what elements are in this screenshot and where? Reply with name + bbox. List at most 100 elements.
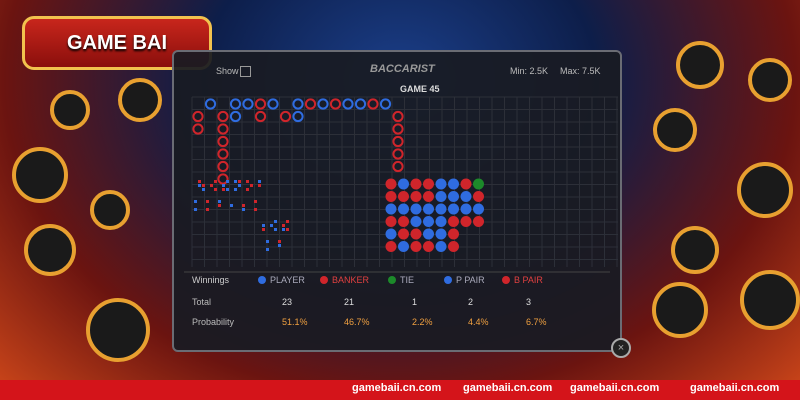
small-road-mark xyxy=(198,184,201,187)
footer-link[interactable]: gamebaii.cn.com xyxy=(690,382,780,394)
bead xyxy=(398,191,409,202)
bead xyxy=(398,178,409,190)
legend-dot xyxy=(444,276,452,284)
legend-dot xyxy=(258,276,266,284)
table-header: B PAIR xyxy=(514,275,543,285)
table-cell: 1 xyxy=(412,297,418,307)
road-mark xyxy=(217,148,229,160)
small-road-mark xyxy=(274,228,277,231)
bead xyxy=(473,203,484,215)
bead xyxy=(410,241,422,252)
table-header: Winnings xyxy=(192,275,230,285)
small-road-mark xyxy=(222,188,225,191)
small-road-mark xyxy=(198,180,201,183)
logo-title: GAME BAI xyxy=(67,31,167,54)
chip xyxy=(676,41,724,89)
small-road-mark xyxy=(194,208,197,211)
max-bet: Max: 7.5K xyxy=(560,66,601,76)
road-mark xyxy=(217,123,229,135)
bead xyxy=(435,203,447,215)
small-road-mark xyxy=(246,180,249,183)
footer-link[interactable]: gamebaii.cn.com xyxy=(352,382,442,394)
small-road-mark xyxy=(278,244,281,247)
bead xyxy=(435,178,447,190)
small-road-mark xyxy=(226,180,229,183)
table-header: BANKER xyxy=(332,275,370,285)
small-road-mark xyxy=(258,180,261,183)
road-mark xyxy=(192,123,204,135)
bead xyxy=(410,203,422,215)
road-mark xyxy=(217,110,229,123)
small-road-mark xyxy=(286,220,289,223)
legend-dot xyxy=(502,276,510,284)
chip xyxy=(737,162,793,218)
chip xyxy=(50,90,90,130)
road-mark xyxy=(329,98,342,110)
bead xyxy=(385,241,397,252)
road-mark xyxy=(217,135,229,148)
road-mark xyxy=(254,110,267,123)
bead xyxy=(398,241,409,252)
road-mark xyxy=(204,98,217,110)
small-road-mark xyxy=(266,248,269,251)
table-cell: 2.2% xyxy=(412,317,433,327)
chip xyxy=(86,298,150,362)
road-mark xyxy=(292,110,304,123)
small-road-mark xyxy=(230,204,233,207)
small-road-mark xyxy=(210,184,213,187)
table-cell: 3 xyxy=(526,297,532,307)
bead xyxy=(448,241,459,252)
bead xyxy=(448,228,459,240)
small-road-mark xyxy=(234,188,237,191)
small-road-mark xyxy=(242,208,245,211)
game-number: GAME 45 xyxy=(400,84,440,94)
small-road-mark xyxy=(266,240,269,243)
bead xyxy=(410,216,422,227)
bead xyxy=(473,178,484,190)
small-road-mark xyxy=(214,180,217,183)
footer-link[interactable]: gamebaii.cn.com xyxy=(570,382,660,394)
bead xyxy=(448,178,459,190)
road-mark xyxy=(254,98,267,110)
footer-link[interactable]: gamebaii.cn.com xyxy=(463,382,553,394)
road-mark xyxy=(304,98,317,110)
road-mark xyxy=(367,98,379,110)
small-road-mark xyxy=(270,224,273,227)
small-road-mark xyxy=(202,188,205,191)
small-road-mark xyxy=(206,200,209,203)
close-button[interactable]: × xyxy=(611,338,631,358)
chip xyxy=(12,147,68,203)
bead xyxy=(473,216,484,227)
road-mark xyxy=(242,98,254,110)
show-checkbox[interactable] xyxy=(240,66,251,77)
table-header: TIE xyxy=(400,275,415,285)
small-road-mark xyxy=(254,208,257,211)
road-mark xyxy=(342,98,354,110)
bead xyxy=(448,216,459,227)
chip xyxy=(740,270,800,330)
small-road-mark xyxy=(242,204,245,207)
chip xyxy=(653,108,697,152)
bead xyxy=(435,216,447,227)
small-road-mark xyxy=(250,184,253,187)
small-road-mark xyxy=(238,180,241,183)
small-road-mark xyxy=(218,204,221,207)
road-mark xyxy=(229,110,242,123)
road-mark xyxy=(392,110,404,123)
row-label: Probability xyxy=(192,317,235,327)
small-road-mark xyxy=(262,228,265,231)
small-road-mark xyxy=(202,184,205,187)
road-mark xyxy=(192,110,204,123)
chip xyxy=(671,226,719,274)
small-road-mark xyxy=(246,188,249,191)
table-cell: 51.1% xyxy=(282,317,308,327)
road-mark xyxy=(217,173,229,185)
road-mark xyxy=(292,98,304,110)
bead xyxy=(423,228,434,240)
bead xyxy=(385,216,397,227)
small-road-mark xyxy=(218,200,221,203)
bead xyxy=(460,178,472,190)
small-road-mark xyxy=(286,228,289,231)
